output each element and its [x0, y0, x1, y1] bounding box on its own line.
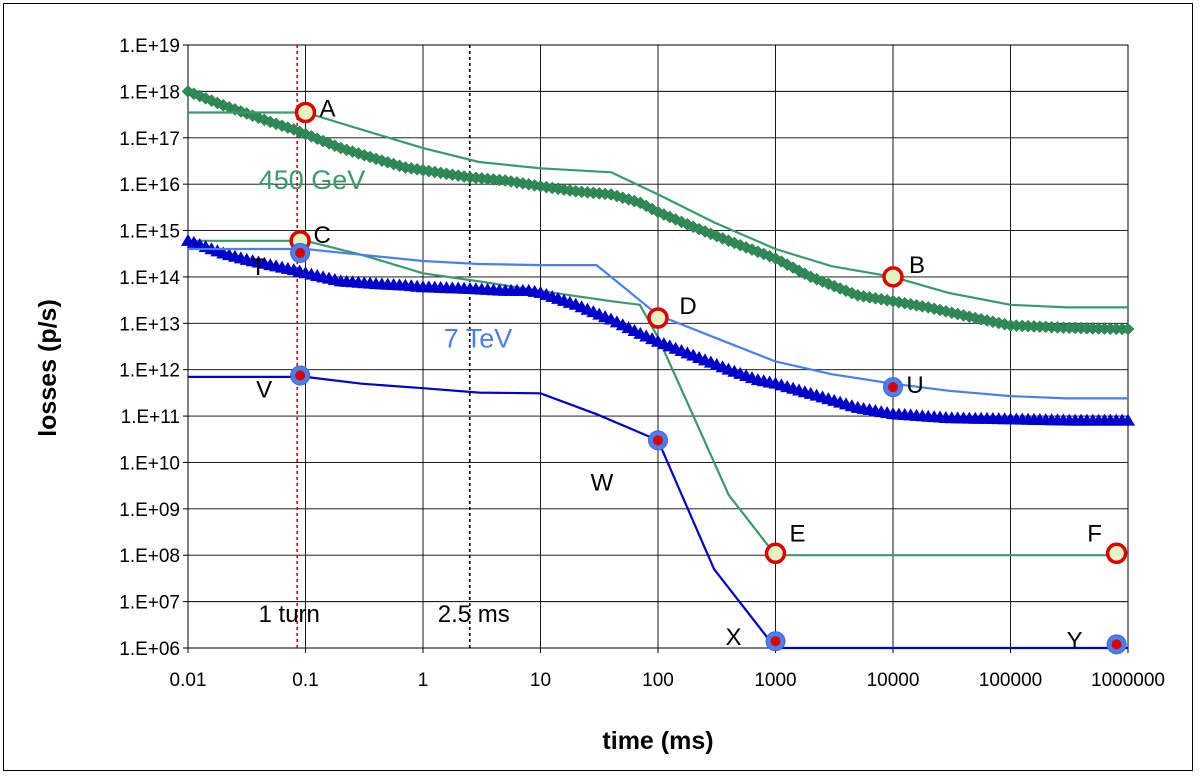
- y-tick-label: 1.E+09: [119, 500, 180, 521]
- y-axis-title: losses (p/s): [34, 299, 62, 437]
- point-label-B: B: [909, 252, 925, 279]
- y-tick-label: 1.E+16: [119, 175, 180, 196]
- point-label-U: U: [906, 372, 923, 399]
- y-tick-label: 1.E+12: [119, 361, 180, 382]
- x-tick-label: 1000: [754, 670, 796, 691]
- x-axis-title: time (ms): [602, 727, 713, 755]
- point-marker-core: [770, 636, 781, 647]
- point-label-F: F: [1087, 520, 1102, 547]
- point-marker-core: [888, 382, 898, 393]
- y-tick-label: 1.E+18: [119, 82, 180, 103]
- series-line-1: [188, 111, 1128, 309]
- x-tick-label: 10000: [867, 670, 920, 691]
- series-group: [181, 85, 1135, 650]
- point-label-Y: Y: [1067, 627, 1083, 654]
- vline-label: 1 turn: [259, 601, 320, 628]
- triangle-marker: [1121, 413, 1135, 426]
- point-marker-core: [295, 247, 306, 258]
- point-marker-core: [1111, 639, 1122, 650]
- y-tick-label: 1.E+13: [119, 314, 180, 335]
- point-label-D: D: [679, 293, 696, 320]
- series-label-0: 450 GeV: [259, 165, 366, 195]
- point-marker-D: [647, 307, 669, 329]
- grid: [183, 44, 1129, 653]
- point-label-T: T: [251, 254, 266, 281]
- y-tick-label: 1.E+17: [119, 129, 180, 150]
- point-label-X: X: [725, 624, 741, 651]
- series-line-5: [188, 375, 1128, 650]
- point-marker-B: [882, 266, 904, 288]
- y-tick-label: 1.E+06: [119, 639, 180, 660]
- x-tick-label: 1000000: [1091, 670, 1165, 691]
- point-label-E: E: [789, 520, 805, 547]
- vline-label: 2.5 ms: [438, 601, 510, 628]
- point-label-A: A: [319, 96, 335, 123]
- point-marker-core: [295, 370, 306, 381]
- point-label-C: C: [313, 222, 330, 249]
- point-marker-F: [1105, 542, 1128, 565]
- y-tick-label: 1.E+14: [119, 268, 180, 289]
- x-tick-label: 100: [642, 670, 674, 691]
- x-tick-label: 0.1: [292, 670, 318, 691]
- diamond-marker: [1121, 322, 1135, 336]
- x-tick-label: 100000: [979, 670, 1042, 691]
- chart-frame: [3, 3, 1193, 771]
- point-marker-A: [294, 101, 317, 124]
- series-line-4: [188, 247, 1128, 400]
- y-tick-label: 1.E+19: [119, 36, 180, 57]
- series-label-1: 7 TeV: [444, 323, 513, 353]
- point-marker-E: [764, 542, 787, 565]
- point-label-W: W: [591, 469, 614, 496]
- tick-labels: 1.E+06 1.E+07 1.E+08 1.E+09 1.E+10 1.E+11 1.E+…: [119, 36, 1165, 691]
- y-tick-label: 1.E+11: [121, 407, 180, 428]
- y-tick-label: 1.E+08: [119, 546, 180, 567]
- y-tick-label: 1.E+07: [119, 593, 180, 614]
- point-label-V: V: [256, 376, 272, 403]
- y-tick-label: 1.E+15: [119, 222, 180, 243]
- point-marker-core: [653, 435, 663, 446]
- point-markers: [289, 101, 1128, 655]
- x-tick-label: 10: [530, 670, 551, 691]
- y-tick-label: 1.E+10: [119, 453, 180, 474]
- reference-lines: 1 turn 2.5 ms: [259, 45, 510, 648]
- x-tick-label: 1: [418, 670, 429, 691]
- annotations: A B C D E F T U V W X Y 450 GeV 7 TeV: [251, 96, 1102, 655]
- x-tick-label: 0.01: [170, 670, 207, 691]
